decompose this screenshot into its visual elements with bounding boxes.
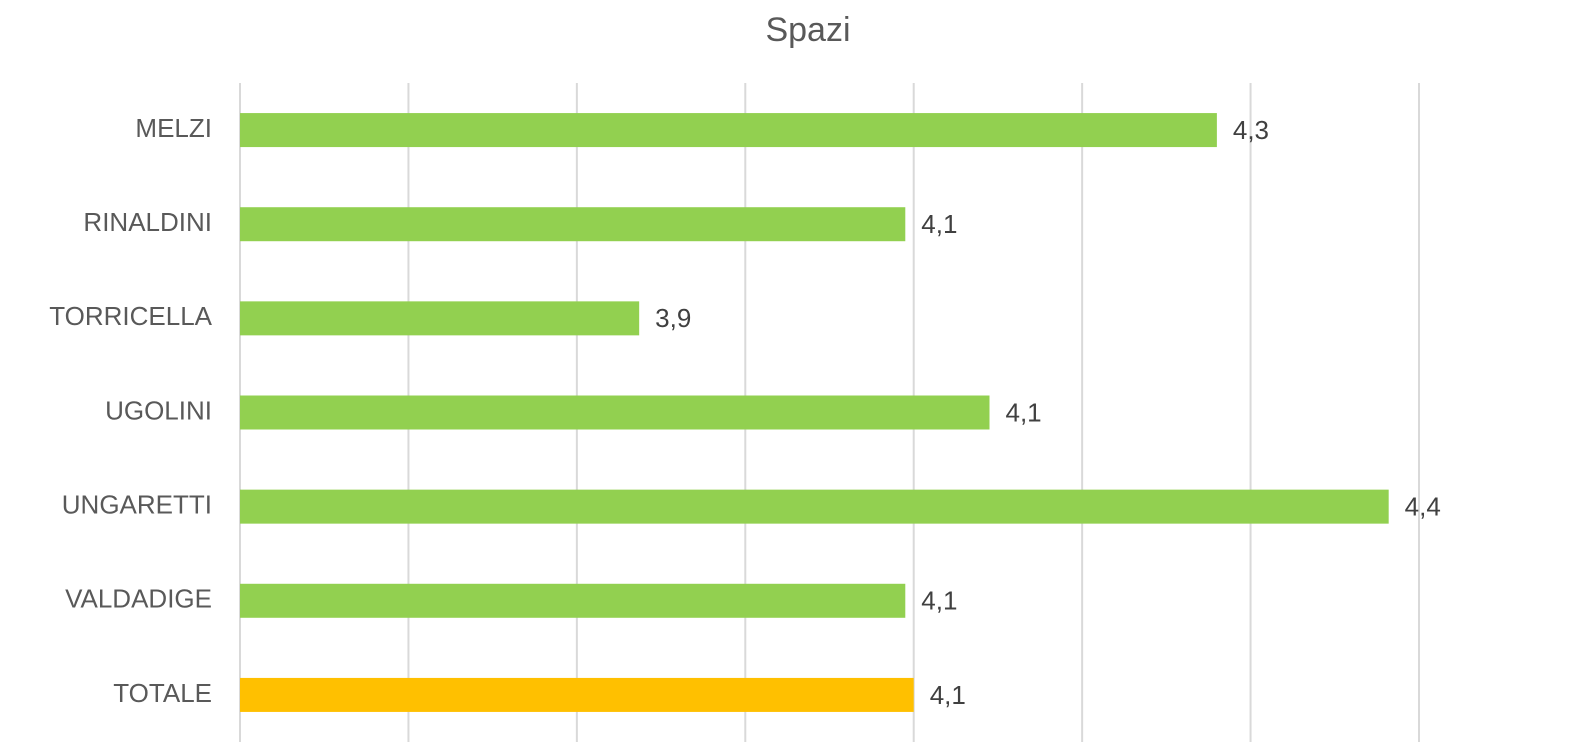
y-tick-label: UNGARETTI	[62, 490, 212, 520]
y-tick-label: TORRICELLA	[49, 301, 212, 331]
value-label: 4,1	[1006, 397, 1042, 427]
value-label: 4,1	[921, 209, 957, 239]
value-label: 4,1	[921, 586, 957, 616]
value-label: 4,1	[930, 680, 966, 710]
y-tick-label: MELZI	[135, 113, 212, 143]
bar	[240, 677, 914, 712]
bar	[240, 583, 906, 618]
bar	[240, 301, 640, 336]
value-label: 4,4	[1405, 492, 1441, 522]
value-label: 3,9	[655, 303, 691, 333]
y-tick-label: TOTALE	[113, 678, 212, 708]
y-tick-label: UGOLINI	[105, 395, 212, 425]
value-label: 4,3	[1233, 115, 1269, 145]
bar	[240, 395, 990, 430]
bar	[240, 207, 906, 242]
chart-title: Spazi	[765, 11, 850, 49]
bar	[240, 489, 1389, 524]
y-tick-label: RINALDINI	[83, 207, 212, 237]
bar	[240, 113, 1217, 148]
y-tick-label: VALDADIGE	[65, 584, 212, 614]
